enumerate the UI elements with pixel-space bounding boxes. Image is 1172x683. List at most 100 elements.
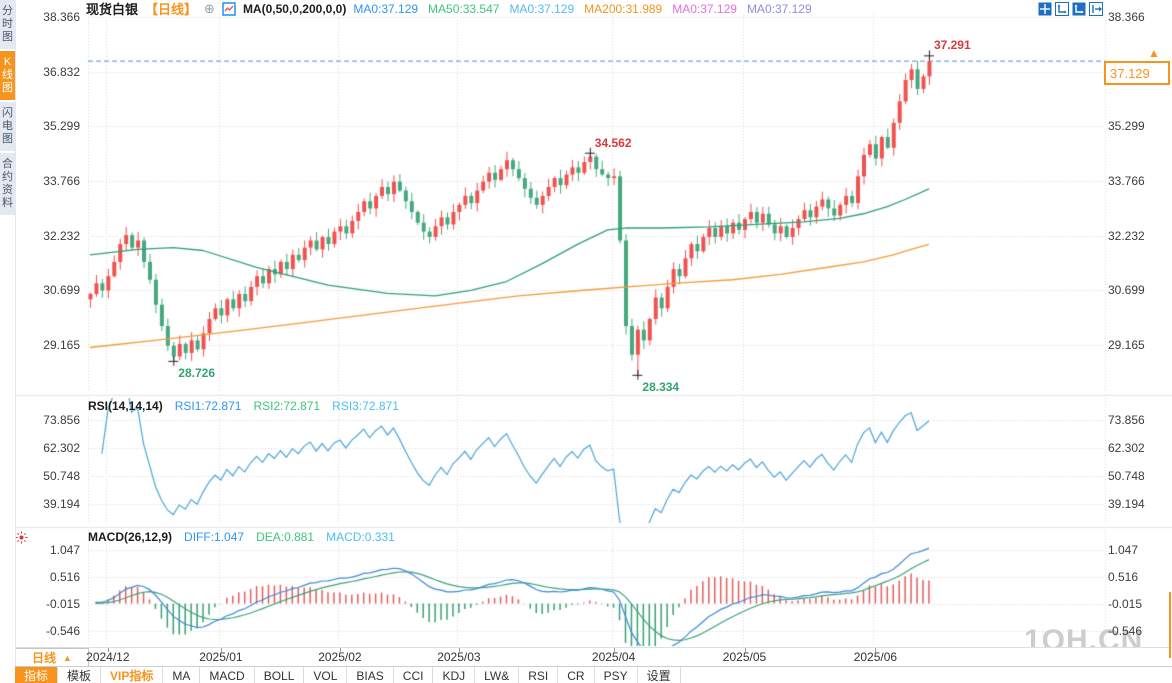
macd-axis-label-left-3: -0.546 xyxy=(45,624,80,639)
sidebar-tab-闪电图[interactable]: 闪电图 xyxy=(0,102,15,151)
price-axis-label-right-5: 30.699 xyxy=(1108,283,1145,298)
rsi-value-0: RSI1:72.871 xyxy=(174,399,242,413)
macd-panel-header: MACD(26,12,9) DIFF:1.047 DEA:0.881 MACD:0.… xyxy=(88,530,395,544)
sidebar-tab-分时图[interactable]: 分时图 xyxy=(0,0,15,49)
left-tab-bar: 分时图 K线图闪电图合约资料 xyxy=(0,0,16,683)
collapse-panel-icon[interactable] xyxy=(1089,2,1103,16)
macd-axis-label-left-2: -0.015 xyxy=(45,597,80,612)
price-axis-label-left-1: 36.832 xyxy=(43,64,80,79)
chart-header: 现货白银 【日线】 ⊕ MA(0,50,0,200,0,0) MA0:37.12… xyxy=(86,1,812,18)
date-axis: 日线 ▲ xyxy=(15,647,1172,667)
rsi-axis-label-left-3: 39.194 xyxy=(43,497,80,512)
x-axis-tick xyxy=(220,648,222,652)
toolbar-tab-KDJ[interactable]: KDJ xyxy=(433,667,476,683)
price-axis-label-right-4: 32.232 xyxy=(1108,228,1145,243)
chart-window-icons xyxy=(1038,2,1103,16)
ma-value-5: MA0:37.129 xyxy=(746,1,812,16)
price-annotation-28.726: 28.726 xyxy=(178,365,215,380)
x-axis-label-2024/12: 2024/12 xyxy=(86,650,130,664)
toolbar-tab-指标[interactable]: 指标 xyxy=(15,667,59,683)
toolbar-tab-LW&[interactable]: LW& xyxy=(475,667,520,683)
x-axis-label-2025/03: 2025/03 xyxy=(437,650,481,664)
macd-value-2: MACD:0.331 xyxy=(326,530,395,544)
macd-value-0: DIFF:1.047 xyxy=(184,530,245,544)
toolbar-tab-BOLL[interactable]: BOLL xyxy=(255,667,305,683)
price-annotation-34.562: 34.562 xyxy=(594,135,632,150)
rsi-title[interactable]: RSI(14,14,14) xyxy=(88,399,163,413)
rsi-axis-label-left-1: 62.302 xyxy=(43,441,80,456)
x-axis-label-2025/06: 2025/06 xyxy=(853,650,898,664)
last-price-box[interactable]: 37.129 xyxy=(1104,61,1170,85)
ma-value-1: MA50:33.547 xyxy=(428,1,500,16)
price-axis-label-right-6: 29.165 xyxy=(1108,338,1145,353)
macd-title[interactable]: MACD(26,12,9) xyxy=(88,530,173,544)
toolbar-tab-模板[interactable]: 模板 xyxy=(58,667,102,683)
alert-sun-icon[interactable] xyxy=(15,531,28,549)
period-selector-label: 日线 xyxy=(32,651,57,665)
rsi-axis-label-right-1: 62.302 xyxy=(1108,441,1145,456)
rsi-axis-label-right-2: 50.748 xyxy=(1108,469,1145,484)
price-axis-label-right-3: 33.766 xyxy=(1108,174,1145,189)
axis-scale-active-icon[interactable] xyxy=(1072,2,1086,16)
toolbar-tab-设置[interactable]: 设置 xyxy=(638,667,681,683)
x-axis-label-2025/02: 2025/02 xyxy=(318,650,362,664)
x-axis-tick xyxy=(613,648,615,652)
macd-axis-label-right-1: 0.516 xyxy=(1108,570,1139,585)
sidebar-tab-K线图[interactable]: K线图 xyxy=(0,51,15,100)
add-indicator-icon[interactable]: ⊕ xyxy=(204,1,215,16)
macd-axis-label-right-0: 1.047 xyxy=(1108,543,1139,558)
indicator-toolbar: 指标 模板 VIP指标 MA MACD BOLL VOL BIAS CCI KDJ LW& RSI CR… xyxy=(15,666,1172,683)
x-axis-label-2025/05: 2025/05 xyxy=(722,650,767,664)
toolbar-tab-MACD[interactable]: MACD xyxy=(200,667,255,683)
price-annotation-37.291: 37.291 xyxy=(933,38,971,53)
kline-settings-icon[interactable] xyxy=(222,1,236,16)
ma-values: MA0:37.129 MA50:33.547 MA0:37.129 MA200:31.… xyxy=(353,2,811,16)
macd-value-1: DEA:0.881 xyxy=(256,530,315,544)
period-tag: 【日线】 xyxy=(145,2,198,17)
price-axis-label-left-3: 33.766 xyxy=(43,174,80,189)
price-axis-label-left-0: 38.366 xyxy=(43,10,80,24)
macd-axis-label-left-0: 1.047 xyxy=(49,543,80,558)
rsi-axis-label-left-2: 50.748 xyxy=(43,469,80,484)
x-axis-tick xyxy=(875,648,877,652)
ma-value-4: MA0:37.129 xyxy=(672,1,737,16)
pan-move-icon[interactable] xyxy=(1038,2,1052,16)
toolbar-tab-VOL[interactable]: VOL xyxy=(304,667,348,683)
toolbar-tab-CCI[interactable]: CCI xyxy=(394,667,434,683)
price-axis-label-left-5: 30.699 xyxy=(43,283,80,298)
price-axis-label-left-4: 32.232 xyxy=(43,228,80,243)
x-axis-tick xyxy=(339,648,341,652)
toolbar-tab-MA[interactable]: MA xyxy=(163,667,201,683)
toolbar-tab-VIP指标[interactable]: VIP指标 xyxy=(101,667,164,683)
x-axis-tick xyxy=(458,648,460,652)
symbol-name: 现货白银 xyxy=(86,2,139,17)
last-price-value: 37.129 xyxy=(1110,65,1150,81)
price-axis-label-right-2: 35.299 xyxy=(1108,119,1145,134)
rsi-axis-label-right-0: 73.856 xyxy=(1108,413,1145,427)
period-selector[interactable]: 日线 ▲ xyxy=(15,648,89,667)
ma-value-2: MA0:37.129 xyxy=(509,1,575,16)
toolbar-tab-CR[interactable]: CR xyxy=(558,667,595,683)
axis-scale-icon[interactable] xyxy=(1055,2,1069,16)
toolbar-tab-RSI[interactable]: RSI xyxy=(519,667,559,683)
x-axis-label-2025/04: 2025/04 xyxy=(591,650,636,664)
x-axis-tick xyxy=(744,648,746,652)
right-scrollbar-thumb[interactable] xyxy=(1169,592,1171,658)
toolbar-tab-BIAS[interactable]: BIAS xyxy=(347,667,394,683)
price-annotation-28.334: 28.334 xyxy=(642,379,680,394)
rsi-value-2: RSI3:72.871 xyxy=(332,399,399,413)
macd-axis-label-left-1: 0.516 xyxy=(49,570,80,585)
rsi-axis-label-left-0: 73.856 xyxy=(43,413,80,427)
x-axis-tick xyxy=(107,648,109,652)
macd-axis-label-right-2: -0.015 xyxy=(1108,597,1143,612)
sidebar-tab-合约资料[interactable]: 合约资料 xyxy=(0,153,15,215)
rsi-axis-label-right-3: 39.194 xyxy=(1108,497,1145,512)
price-axis-label-left-2: 35.299 xyxy=(43,119,80,134)
ma-indicator-title[interactable]: MA(0,50,0,200,0,0) xyxy=(242,1,347,16)
macd-axis-label-right-3: -0.546 xyxy=(1108,624,1143,639)
rsi-panel-header: RSI(14,14,14) RSI1:72.871 RSI2:72.871 RSI3… xyxy=(88,399,399,413)
toolbar-tab-PSY[interactable]: PSY xyxy=(595,667,638,683)
rsi-value-1: RSI2:72.871 xyxy=(253,399,321,413)
